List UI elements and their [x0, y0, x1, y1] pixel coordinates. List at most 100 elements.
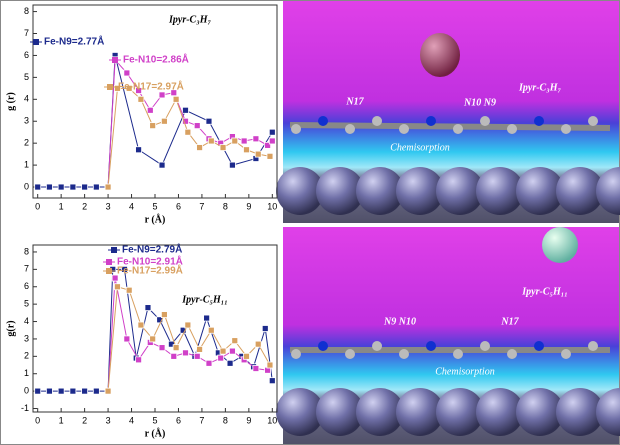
marker [125, 286, 133, 294]
marker [160, 117, 168, 125]
marker [229, 347, 236, 355]
x-tick-label: 9 [246, 415, 251, 425]
image-label: N9 N10 [383, 316, 416, 327]
atom [596, 167, 620, 215]
legend-marker [106, 259, 112, 265]
image-label: Chemisorption [435, 366, 494, 377]
marker [34, 387, 42, 395]
marker [182, 106, 189, 114]
atom [372, 341, 382, 351]
marker [111, 274, 119, 282]
marker [205, 117, 213, 125]
atom [556, 388, 604, 436]
y-tick-label: 1 [24, 159, 29, 169]
marker [172, 344, 180, 352]
marker [268, 137, 276, 145]
y-tick-label: 4 [24, 316, 29, 326]
annotation: Ipyr-C₃H₇ [168, 14, 211, 25]
x-tick-label: 0 [35, 415, 40, 425]
marker [104, 387, 112, 395]
marker [193, 122, 201, 130]
atom [372, 116, 382, 126]
marker [217, 354, 225, 362]
legend-marker [106, 268, 112, 274]
atom [426, 116, 436, 126]
legend-marker [111, 247, 117, 253]
atom [399, 124, 409, 134]
atom [318, 116, 328, 126]
y-tick-label: 0 [24, 181, 29, 191]
x-tick-label: 1 [59, 201, 64, 211]
y-tick-label: 7 [24, 28, 29, 38]
marker [69, 183, 77, 191]
marker [146, 106, 154, 114]
marker [226, 359, 234, 367]
marker [160, 311, 168, 318]
marker [158, 91, 166, 99]
atom [516, 167, 564, 215]
x-tick-label: 8 [223, 201, 228, 211]
marker [266, 361, 274, 369]
marker [243, 146, 250, 154]
marker [123, 69, 131, 77]
atom [276, 167, 324, 215]
marker [57, 387, 65, 395]
plot-frame [32, 4, 278, 199]
image-label: Ipyr-C₃H₇ [518, 82, 561, 93]
y-tick-label: 4 [24, 94, 29, 104]
marker [81, 183, 89, 191]
x-tick-label: 4 [129, 415, 134, 425]
marker [205, 359, 213, 367]
atom [291, 349, 301, 359]
atom [507, 349, 517, 359]
y-tick-label: 0 [24, 386, 29, 396]
image-label: N17 [345, 96, 364, 107]
atom [345, 124, 355, 134]
y-tick-label: 1 [24, 368, 29, 378]
x-axis-label: r (Å) [145, 213, 166, 225]
marker [207, 326, 215, 334]
marker [184, 128, 192, 136]
series-line [37, 55, 273, 188]
image-label: N10 N9 [463, 97, 496, 108]
atom [436, 388, 484, 436]
marker [243, 352, 250, 360]
atom [561, 124, 571, 134]
legend-label: Fe-N9=2.77Å [44, 35, 104, 48]
molecule-chain [289, 122, 611, 131]
x-tick-label: 7 [199, 415, 204, 425]
marker [144, 304, 152, 312]
x-tick-label: 0 [35, 201, 40, 211]
x-tick-label: 6 [176, 415, 181, 425]
y-axis-label: g(r) [5, 320, 16, 336]
y-tick-label: 6 [24, 50, 29, 60]
marker [137, 95, 145, 103]
x-tick-label: 3 [106, 415, 111, 425]
marker [149, 122, 157, 130]
marker [46, 183, 53, 191]
marker [196, 144, 203, 151]
marker [240, 137, 248, 145]
y-tick-label: 8 [24, 6, 29, 16]
series-line [37, 268, 273, 392]
atom [480, 341, 490, 351]
marker [135, 356, 142, 364]
y-tick-label: 2 [24, 351, 29, 361]
marker [92, 183, 100, 191]
atom [356, 388, 404, 436]
marker [158, 344, 166, 352]
marker [266, 152, 274, 160]
y-tick-label: 3 [24, 116, 29, 126]
marker [158, 161, 166, 169]
marker [229, 161, 236, 169]
atom [276, 388, 324, 436]
legend-label: Fe-N17=2.97Å [118, 80, 184, 93]
atom [453, 349, 463, 359]
atom [318, 341, 328, 351]
x-tick-label: 2 [82, 201, 87, 211]
atom [516, 388, 564, 436]
atom [476, 388, 524, 436]
marker [207, 137, 215, 145]
marker [203, 314, 211, 322]
y-tick-label: 5 [24, 299, 29, 309]
